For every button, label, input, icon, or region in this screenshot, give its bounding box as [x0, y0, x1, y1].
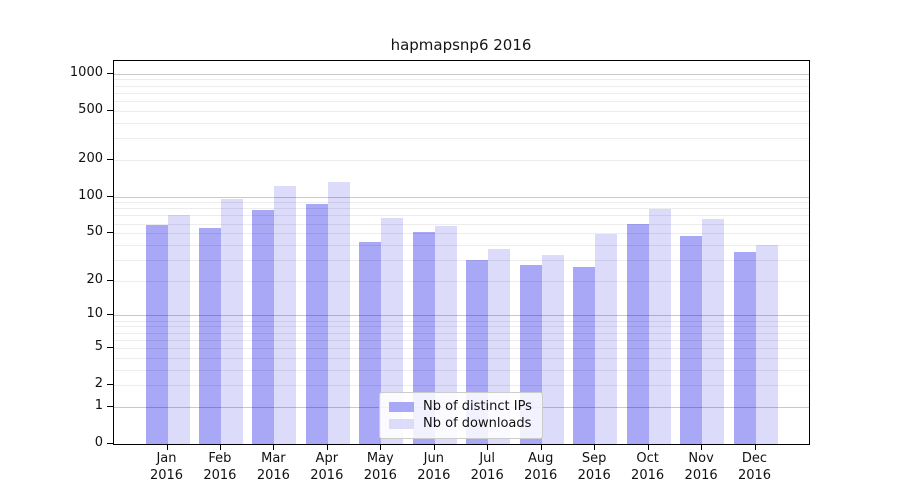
- gridline-500: [114, 110, 809, 112]
- bar-downloads-jan: [167, 215, 190, 444]
- legend-swatch-distinct-ips: [389, 401, 414, 412]
- gridline-800: [114, 85, 809, 87]
- x-tick-label-apr: Apr 2016: [310, 451, 344, 483]
- legend-label-distinct-ips: Nb of distinct IPs: [423, 399, 532, 414]
- y-tick-5: [107, 346, 113, 348]
- x-tick-may: [380, 444, 382, 450]
- y-tick-200: [107, 158, 113, 160]
- bar-downloads-aug: [541, 254, 564, 444]
- bar-downloads-feb: [220, 199, 243, 444]
- x-tick-sep: [594, 444, 596, 450]
- legend: Nb of distinct IPs Nb of downloads: [379, 392, 543, 439]
- bar-downloads-nov: [702, 219, 725, 444]
- bar-downloads-oct: [648, 209, 671, 444]
- y-tick-label-100: 100: [78, 187, 103, 203]
- y-tick-label-1: 1: [94, 397, 103, 413]
- bar-ips-may: [359, 242, 382, 444]
- x-tick-aug: [540, 444, 542, 450]
- gridline-90: [114, 202, 809, 204]
- y-tick-label-2: 2: [94, 376, 103, 392]
- x-tick-jan: [166, 444, 168, 450]
- bar-downloads-dec: [755, 244, 778, 444]
- bar-downloads-mar: [274, 185, 297, 444]
- x-tick-label-jun: Jun 2016: [417, 451, 451, 483]
- gridline-80: [114, 208, 809, 210]
- bar-downloads-apr: [327, 181, 350, 444]
- bar-ips-mar: [252, 210, 275, 444]
- y-tick-label-1000: 1000: [69, 64, 103, 80]
- gridline-700: [114, 92, 809, 94]
- bar-ips-jan: [145, 225, 168, 444]
- x-tick-label-feb: Feb 2016: [203, 451, 237, 483]
- x-tick-label-nov: Nov 2016: [684, 451, 718, 483]
- y-tick-10: [107, 314, 113, 316]
- y-tick-0: [107, 443, 113, 444]
- y-tick-100: [107, 195, 113, 197]
- y-tick-500: [107, 109, 113, 111]
- y-tick-1000: [107, 72, 113, 74]
- y-tick-label-500: 500: [78, 101, 103, 117]
- bar-downloads-may: [381, 217, 404, 444]
- x-tick-mar: [273, 444, 275, 450]
- y-tick-1: [107, 405, 113, 407]
- x-tick-apr: [326, 444, 328, 450]
- gridline-600: [114, 100, 809, 102]
- x-tick-label-mar: Mar 2016: [256, 451, 290, 483]
- bar-ips-nov: [680, 236, 703, 444]
- gridline-200: [114, 159, 809, 161]
- plot-area: [113, 60, 810, 445]
- gridline-300: [114, 137, 809, 139]
- y-tick-50: [107, 232, 113, 234]
- bar-ips-oct: [626, 224, 649, 444]
- bar-ips-feb: [198, 228, 221, 444]
- x-tick-label-jul: Jul 2016: [470, 451, 504, 483]
- x-tick-oct: [647, 444, 649, 450]
- y-tick-label-50: 50: [86, 224, 103, 240]
- x-tick-label-sep: Sep 2016: [577, 451, 611, 483]
- gridline-1000: [114, 73, 809, 75]
- x-tick-label-oct: Oct 2016: [631, 451, 665, 483]
- y-tick-label-10: 10: [86, 306, 103, 322]
- gridline-100: [114, 196, 809, 198]
- y-tick-2: [107, 384, 113, 386]
- y-tick-label-200: 200: [78, 150, 103, 166]
- bar-ips-apr: [305, 203, 328, 444]
- x-tick-dec: [754, 444, 756, 450]
- x-tick-label-aug: Aug 2016: [524, 451, 558, 483]
- x-tick-jun: [433, 444, 435, 450]
- y-tick-label-5: 5: [94, 338, 103, 354]
- y-tick-label-0: 0: [94, 435, 103, 450]
- legend-item-downloads: Nb of downloads: [389, 415, 533, 432]
- x-tick-label-dec: Dec 2016: [737, 451, 772, 483]
- y-tick-20: [107, 279, 113, 281]
- gridline-900: [114, 79, 809, 81]
- bar-ips-sep: [573, 267, 596, 444]
- x-tick-feb: [219, 444, 221, 450]
- bar-downloads-sep: [595, 234, 618, 444]
- legend-item-distinct-ips: Nb of distinct IPs: [389, 398, 533, 415]
- y-tick-label-20: 20: [86, 271, 103, 287]
- bar-downloads-jun: [434, 226, 457, 444]
- gridline-400: [114, 122, 809, 124]
- legend-label-downloads: Nb of downloads: [423, 416, 532, 431]
- legend-swatch-downloads: [389, 418, 414, 429]
- x-tick-label-may: May 2016: [363, 451, 397, 483]
- x-tick-jul: [487, 444, 489, 450]
- gridline-70: [114, 215, 809, 217]
- x-tick-nov: [701, 444, 703, 450]
- bar-ips-dec: [733, 251, 756, 444]
- x-tick-label-jan: Jan 2016: [149, 451, 184, 483]
- chart-title: hapmapsnp6 2016: [390, 36, 532, 54]
- bar-ips-jun: [412, 232, 435, 444]
